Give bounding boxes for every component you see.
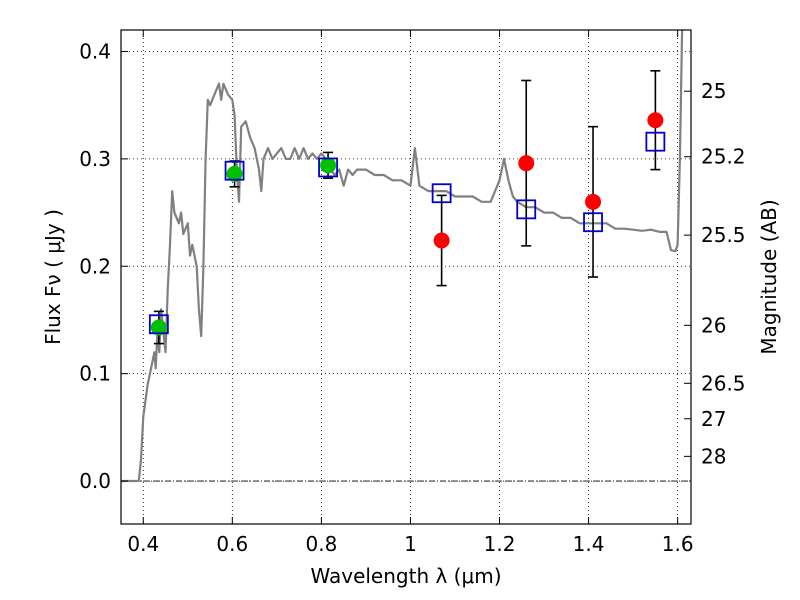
y-tick-label: 0.1 [79, 362, 111, 386]
data-point-circle [150, 319, 167, 336]
plot-frame [120, 29, 692, 525]
right-tick-label: 25.2 [701, 145, 746, 169]
data-point-square [645, 131, 666, 152]
right-tick-label: 26.5 [701, 371, 746, 395]
x-tick-label: 0.8 [305, 532, 337, 556]
data-point-square [431, 183, 452, 204]
data-point-circle [433, 232, 450, 249]
data-point-square [516, 199, 537, 220]
data-point-square [318, 157, 338, 178]
data-point-circle [320, 157, 337, 174]
data-point-square [583, 212, 603, 233]
right-tick-label: 27 [701, 407, 726, 431]
right-tick-label: 25.5 [701, 223, 746, 247]
y-tick-label: 0.4 [79, 39, 111, 63]
data-point-square [148, 314, 169, 335]
data-point-circle [647, 112, 664, 129]
right-tick-label: 28 [701, 444, 726, 468]
plot-series-group [121, 30, 684, 483]
x-axis-label: Wavelength λ (μm) [310, 564, 501, 588]
data-point-circle [518, 155, 535, 172]
right-axis-label: Magnitude (AB) [757, 199, 781, 354]
data-point-circle [585, 193, 602, 210]
data-point-circle [226, 165, 243, 182]
x-tick-label: 1.4 [573, 532, 605, 556]
x-tick-label: 1.2 [484, 532, 516, 556]
y-tick-label: 0.2 [79, 254, 111, 278]
right-tick-label: 26 [701, 313, 726, 337]
spectrum-line [121, 30, 684, 483]
x-tick-label: 1.6 [662, 532, 694, 556]
y-tick-label: 0.0 [79, 469, 111, 493]
x-tick-label: 1 [404, 532, 417, 556]
right-tick-label: 25 [701, 79, 726, 103]
data-point-square [224, 160, 245, 181]
y-axis-label: Flux Fν ( μJy ) [41, 209, 65, 345]
x-tick-label: 0.4 [127, 532, 159, 556]
y-tick-label: 0.3 [79, 147, 111, 171]
x-tick-label: 0.6 [216, 532, 248, 556]
